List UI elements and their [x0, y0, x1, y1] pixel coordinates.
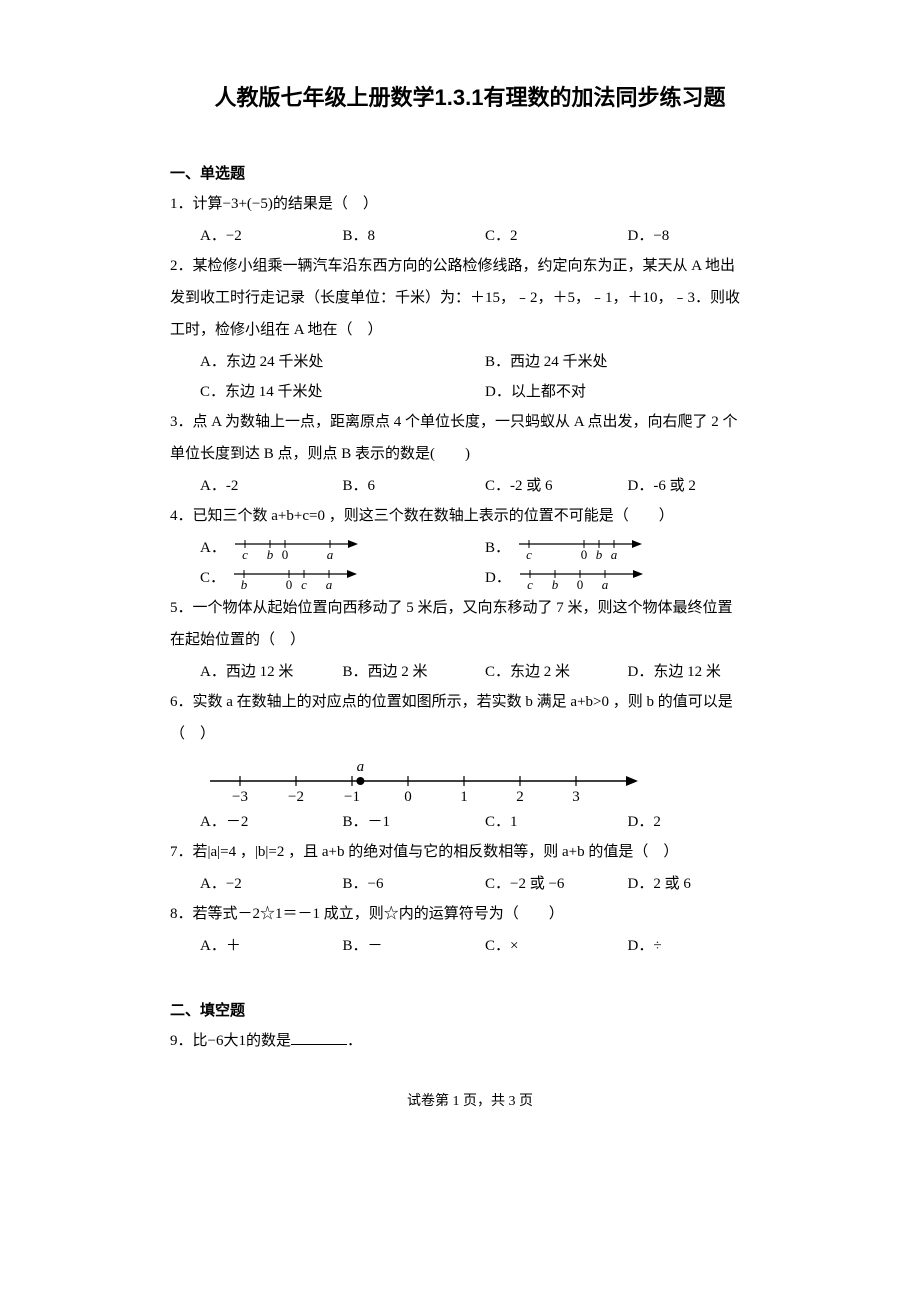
svg-text:−1: −1 — [344, 789, 360, 805]
q3-line2: 单位长度到达 B 点，则点 B 表示的数是( ) — [170, 439, 770, 469]
q9-post: ． — [347, 1033, 362, 1049]
q5-line1: 5．一个物体从起始位置向西移动了 5 米后，又向东移动了 7 米，则这个物体最终… — [170, 593, 770, 623]
page-title: 人教版七年级上册数学1.3.1有理数的加法同步练习题 — [170, 80, 770, 112]
svg-text:b: b — [241, 577, 248, 592]
q8-opt-d: D．÷ — [628, 931, 771, 961]
svg-text:b: b — [551, 577, 558, 592]
q3-opt-b: B．6 — [343, 471, 486, 501]
svg-text:c: c — [242, 547, 248, 562]
svg-text:0: 0 — [404, 789, 412, 805]
q2-opt-a: A．东边 24 千米处 — [200, 347, 485, 377]
q3-opt-c: C．-2 或 6 — [485, 471, 628, 501]
svg-text:b: b — [266, 547, 273, 562]
svg-text:c: c — [301, 577, 307, 592]
q5-opt-a: A．西边 12 米 — [200, 657, 343, 687]
q4-opt-c-diagram: b 0c a — [229, 566, 359, 592]
q7-stem: 7．若|a|=4 ，|b|=2 ，且 a+b 的绝对值与它的相反数相等，则 a+… — [170, 837, 770, 867]
q3-options: A．-2 B．6 C．-2 或 6 D．-6 或 2 — [170, 471, 770, 501]
q4-opt-b: B． c 0ba — [485, 533, 770, 563]
q8-stem: 8．若等式－2☆1＝－1 成立，则☆内的运算符号为（ ） — [170, 899, 770, 929]
q4-options-row1: A． cb0a B． c0ba — [170, 533, 770, 563]
q2-opt-d: D．以上都不对 — [485, 377, 770, 407]
q1-opt-a: A．−2 — [200, 221, 343, 251]
svg-text:−3: −3 — [232, 789, 248, 805]
q6-opt-d: D．2 — [628, 807, 771, 837]
q4-opt-c: C． b 0c a — [200, 563, 485, 593]
q7-opt-c: C．−2 或 −6 — [485, 869, 628, 899]
q7-opt-b: B．−6 — [343, 869, 486, 899]
q7-opt-a: A．−2 — [200, 869, 343, 899]
q1-stem: 1．计算−3+(−5)的结果是（ ） — [170, 189, 770, 219]
q4-opt-b-label: B． — [485, 540, 510, 556]
q4-opt-d-label: D． — [485, 570, 511, 586]
q4-opt-a-diagram: c b0 a — [230, 536, 360, 562]
q4-opt-a: A． c b0 a — [200, 533, 485, 563]
q6-options: A．－2 B．－1 C．1 D．2 — [170, 807, 770, 837]
svg-text:a: a — [601, 577, 608, 592]
svg-text:a: a — [326, 577, 333, 592]
q1-opt-b: B．8 — [343, 221, 486, 251]
q6-line1: 6．实数 a 在数轴上的对应点的位置如图所示，若实数 b 满足 a+b>0 ，则… — [170, 687, 770, 717]
svg-text:a: a — [326, 547, 333, 562]
q4-opt-c-label: C． — [200, 570, 225, 586]
q2-opt-b: B．西边 24 千米处 — [485, 347, 770, 377]
svg-text:a: a — [357, 759, 365, 775]
section-1-heading: 一、单选题 — [170, 162, 770, 183]
q4-options-row2: C． b0ca D． cb0a — [170, 563, 770, 593]
svg-text:2: 2 — [516, 789, 524, 805]
section-2-heading: 二、填空题 — [170, 999, 770, 1020]
svg-text:c: c — [527, 577, 533, 592]
q9-pre: 9．比−6大1的数是 — [170, 1033, 291, 1049]
svg-text:3: 3 — [572, 789, 580, 805]
q4-opt-d: D． c b 0 a — [485, 563, 770, 593]
q6-opt-a: A．－2 — [200, 807, 343, 837]
q3-opt-d: D．-6 或 2 — [628, 471, 771, 501]
q8-options: A．＋ B．－ C．× D．÷ — [170, 931, 770, 961]
q7-opt-d: D．2 或 6 — [628, 869, 771, 899]
q5-opt-d: D．东边 12 米 — [628, 657, 771, 687]
page-footer: 试卷第 1 页，共 3 页 — [170, 1090, 770, 1110]
q8-opt-a: A．＋ — [200, 931, 343, 961]
q8-opt-b: B．－ — [343, 931, 486, 961]
q4-stem: 4．已知三个数 a+b+c=0 ，则这三个数在数轴上表示的位置不可能是（ ） — [170, 501, 770, 531]
q2-opt-c: C．东边 14 千米处 — [200, 377, 485, 407]
q9-blank — [291, 1044, 347, 1045]
q1-opt-c: C．2 — [485, 221, 628, 251]
q5-options: A．西边 12 米 B．西边 2 米 C．东边 2 米 D．东边 12 米 — [170, 657, 770, 687]
q2-options-row2: C．东边 14 千米处 D．以上都不对 — [170, 377, 770, 407]
svg-text:b: b — [596, 547, 603, 562]
q5-line2: 在起始位置的（ ） — [170, 625, 770, 655]
q2-line3: 工时，检修小组在 A 地在（ ） — [170, 315, 770, 345]
q7-options: A．−2 B．−6 C．−2 或 −6 D．2 或 6 — [170, 869, 770, 899]
svg-text:a: a — [611, 547, 618, 562]
svg-text:1: 1 — [460, 789, 468, 805]
q5-opt-b: B．西边 2 米 — [343, 657, 486, 687]
q9-stem: 9．比−6大1的数是 ． — [170, 1026, 770, 1056]
q6-opt-b: B．－1 — [343, 807, 486, 837]
q2-line2: 发到收工时行走记录（长度单位：千米）为：＋15，﹣2，＋5，﹣1，＋10，﹣3．… — [170, 283, 770, 313]
svg-text:0: 0 — [581, 547, 588, 562]
svg-text:c: c — [526, 547, 532, 562]
q6-line2: （ ） — [170, 719, 770, 749]
svg-text:0: 0 — [576, 577, 583, 592]
q3-opt-a: A．-2 — [200, 471, 343, 501]
svg-text:−2: −2 — [288, 789, 304, 805]
q4-opt-b-diagram: c 0ba — [514, 536, 644, 562]
q2-line1: 2．某检修小组乘一辆汽车沿东西方向的公路检修线路，约定向东为正，某天从 A 地出 — [170, 251, 770, 281]
q8-opt-c: C．× — [485, 931, 628, 961]
svg-text:0: 0 — [281, 547, 288, 562]
q2-options-row1: A．东边 24 千米处 B．西边 24 千米处 — [170, 347, 770, 377]
q6-opt-c: C．1 — [485, 807, 628, 837]
q1-opt-d: D．−8 — [628, 221, 771, 251]
q4-opt-d-diagram: c b 0 a — [515, 566, 645, 592]
q1-options: A．−2 B．8 C．2 D．−8 — [170, 221, 770, 251]
q4-opt-a-label: A． — [200, 540, 226, 556]
q6-diagram: −3 −2 −1 0 1 2 3 a — [170, 751, 770, 807]
svg-text:0: 0 — [286, 577, 293, 592]
q5-opt-c: C．东边 2 米 — [485, 657, 628, 687]
q3-line1: 3．点 A 为数轴上一点，距离原点 4 个单位长度，一只蚂蚁从 A 点出发，向右… — [170, 407, 770, 437]
